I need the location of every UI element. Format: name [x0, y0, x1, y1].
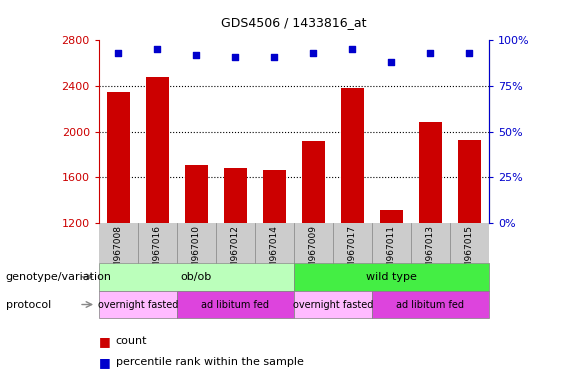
Bar: [419, 122, 442, 223]
Point: [465, 50, 474, 56]
Text: ■: ■: [99, 335, 111, 348]
Point: [308, 50, 318, 56]
Bar: [380, 210, 403, 223]
Point: [387, 59, 396, 65]
Point: [114, 50, 123, 56]
Text: ob/ob: ob/ob: [181, 272, 212, 282]
Bar: [263, 170, 286, 223]
Bar: [146, 77, 169, 223]
Text: overnight fasted: overnight fasted: [293, 300, 373, 310]
Bar: [224, 168, 247, 223]
Text: GDS4506 / 1433816_at: GDS4506 / 1433816_at: [221, 16, 367, 29]
Text: overnight fasted: overnight fasted: [98, 300, 178, 310]
Text: protocol: protocol: [6, 300, 51, 310]
Bar: [107, 92, 130, 223]
Point: [153, 46, 162, 53]
Point: [426, 50, 435, 56]
Bar: [302, 141, 325, 223]
Text: ad libitum fed: ad libitum fed: [201, 300, 270, 310]
Text: genotype/variation: genotype/variation: [6, 272, 112, 282]
Text: wild type: wild type: [366, 272, 417, 282]
Text: percentile rank within the sample: percentile rank within the sample: [116, 358, 304, 367]
Bar: [185, 165, 208, 223]
Text: ad libitum fed: ad libitum fed: [396, 300, 464, 310]
Point: [270, 54, 279, 60]
Text: ■: ■: [99, 356, 111, 369]
Text: count: count: [116, 336, 147, 346]
Bar: [458, 139, 481, 223]
Point: [192, 52, 201, 58]
Bar: [341, 88, 364, 223]
Point: [231, 54, 240, 60]
Point: [348, 46, 357, 53]
